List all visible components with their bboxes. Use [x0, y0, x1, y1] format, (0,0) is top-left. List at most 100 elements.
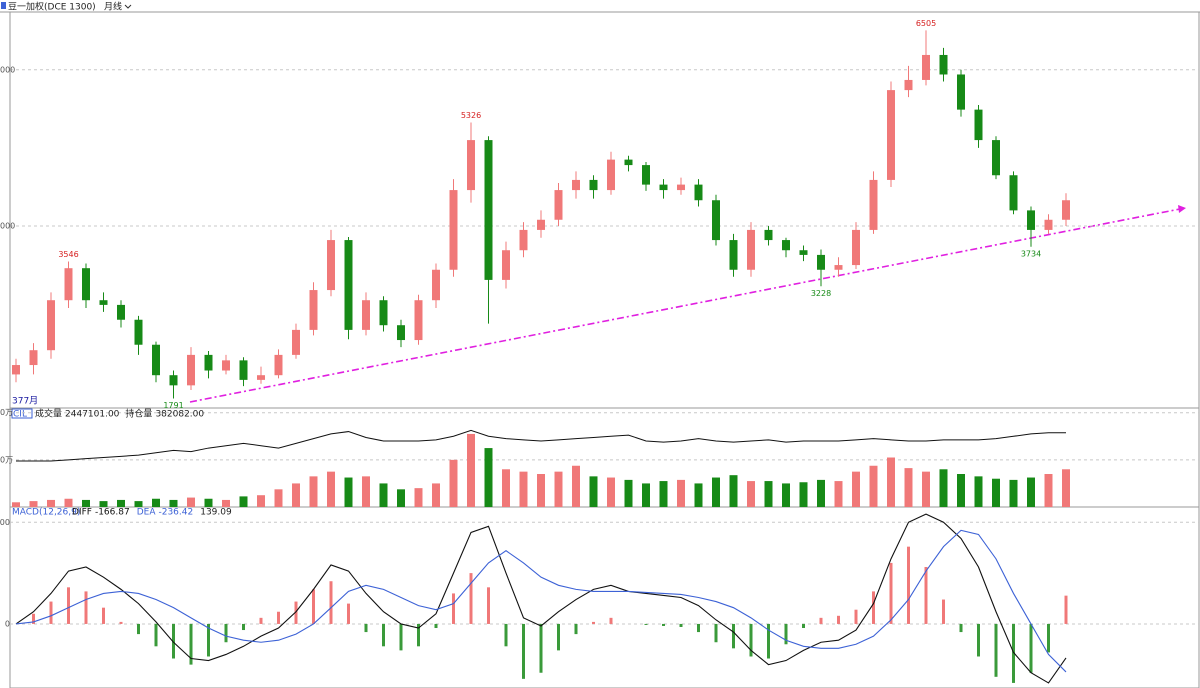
candle-body	[1027, 210, 1035, 230]
candle-body	[274, 354, 283, 376]
macd-bar	[1012, 623, 1015, 683]
legend-value: 139.09	[200, 508, 232, 518]
legend-value: -166.87	[95, 508, 130, 518]
volume-bar	[974, 476, 983, 507]
volume-bar	[782, 483, 790, 507]
macd-bar	[854, 609, 858, 624]
volume-bar	[747, 481, 755, 507]
volume-bar	[449, 459, 458, 507]
volume-bar	[939, 469, 948, 507]
candle-body	[222, 360, 230, 371]
volume-bar	[624, 479, 633, 507]
candle-body	[1062, 200, 1070, 220]
candle-body	[589, 179, 598, 191]
legend-value: -236.42	[158, 508, 193, 518]
macd-indicator[interactable]: MACD(12,26,9)	[12, 508, 80, 518]
macd-bar	[662, 623, 665, 626]
candle-body	[869, 179, 878, 230]
volume-bar	[817, 479, 825, 507]
macd-bar	[487, 587, 490, 624]
open-interest-line	[16, 429, 1066, 462]
candle-body	[729, 240, 738, 270]
macd-bar	[714, 623, 718, 643]
volume-bar	[82, 499, 90, 507]
macd-bar	[872, 591, 875, 624]
price-annotation: 5326	[461, 111, 481, 120]
legend-name: DEA	[137, 508, 157, 518]
macd-bar	[347, 603, 350, 624]
macd-bar	[924, 566, 928, 624]
chart-title: 豆一加权(DCE 1300)	[8, 1, 96, 13]
candle-body	[64, 268, 73, 301]
macd-bar	[994, 623, 998, 677]
volume-bar	[519, 471, 528, 507]
trend-arrow	[1178, 205, 1186, 213]
volume-bar	[572, 465, 580, 507]
macd-bar	[102, 607, 105, 624]
macd-bar	[592, 621, 595, 624]
price-annotation: 1791	[163, 401, 183, 410]
candle-body	[152, 344, 160, 376]
volume-indicator[interactable]: CIL	[13, 410, 27, 420]
indicator-box[interactable]	[11, 408, 33, 419]
macd-bar	[889, 562, 893, 624]
dropdown-arrow[interactable]	[124, 4, 132, 9]
volume-bar	[64, 498, 73, 507]
candle-body	[677, 184, 685, 191]
macd-bar	[364, 623, 368, 633]
candle-body	[537, 219, 545, 230]
volume-bar	[29, 501, 38, 507]
volume-bar	[169, 499, 178, 507]
volume-bar	[502, 469, 510, 507]
volume-bar	[537, 474, 545, 507]
candle-body	[799, 250, 808, 255]
candle-body	[957, 74, 965, 110]
candle-body	[187, 354, 195, 386]
candle-body	[449, 190, 458, 270]
macd-bar	[434, 623, 438, 629]
macd-bar	[84, 591, 88, 624]
macd-bar	[382, 623, 385, 647]
candle-body	[204, 354, 213, 371]
macd-bar	[959, 623, 963, 633]
candle-body	[257, 375, 265, 380]
volume-bar	[834, 481, 843, 507]
legend-name: 持仓量	[125, 408, 152, 420]
candle-body	[1009, 175, 1018, 211]
candle-body	[817, 254, 825, 270]
volume-bar	[607, 477, 615, 507]
volume-bar	[292, 483, 300, 507]
y-tick-label: 0万	[0, 455, 13, 464]
macd-pane	[9, 506, 1200, 688]
period-selector[interactable]: 月线	[104, 1, 122, 13]
macd-bar	[469, 573, 473, 624]
macd-bar	[907, 546, 910, 624]
macd-bar	[137, 623, 140, 635]
price-annotation: 3228	[811, 289, 831, 298]
macd-bar	[259, 617, 263, 624]
candle-body	[134, 319, 143, 345]
volume-bar	[764, 481, 773, 507]
volume-bar	[222, 499, 230, 507]
candle-body	[852, 229, 860, 266]
candle-body	[169, 375, 178, 386]
volume-bar	[344, 477, 353, 507]
macd-bar	[452, 593, 455, 624]
candle-body	[414, 300, 423, 341]
y-tick-label: 0	[5, 619, 10, 628]
volume-bar	[712, 477, 720, 507]
legend-name: 成交量	[35, 408, 62, 420]
candle-body	[694, 184, 703, 201]
macd-bar	[679, 623, 683, 627]
volume-bar	[1009, 479, 1018, 507]
candle-body	[624, 159, 633, 166]
candle-body	[519, 229, 528, 251]
macd-bar	[539, 623, 543, 673]
volume-bar	[397, 489, 405, 507]
macd-bar	[557, 623, 560, 651]
macd-bar	[242, 623, 245, 631]
macd-bar	[732, 623, 735, 649]
candle-body	[467, 140, 475, 191]
candle-body	[362, 300, 370, 330]
